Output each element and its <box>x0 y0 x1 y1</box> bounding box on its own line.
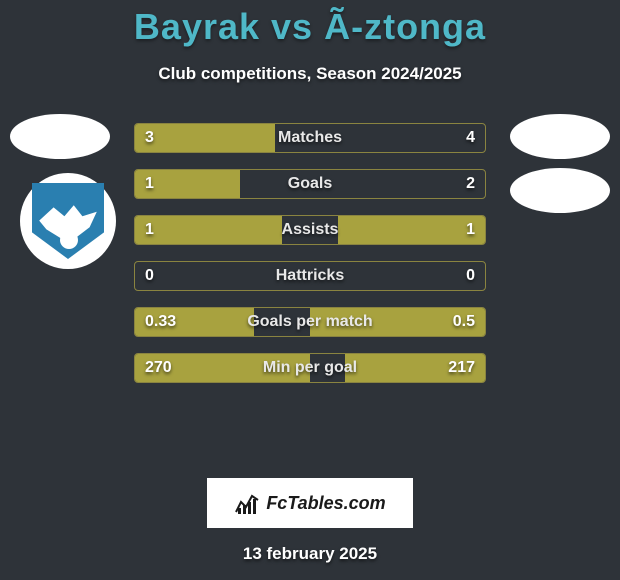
player-left-club-badge <box>20 173 116 269</box>
title-player-left: Bayrak <box>134 6 260 47</box>
player-right-avatar <box>510 114 610 159</box>
stat-row: 1Assists1 <box>134 215 486 245</box>
branding-text: FcTables.com <box>266 493 385 514</box>
stat-label: Min per goal <box>135 354 485 383</box>
player-left-avatar <box>10 114 110 159</box>
branding-bar: FcTables.com <box>207 478 413 528</box>
stat-value-right: 0 <box>466 262 475 291</box>
stat-label: Goals <box>135 170 485 199</box>
stat-label: Matches <box>135 124 485 153</box>
stat-value-right: 1 <box>466 216 475 245</box>
stat-row: 0Hattricks0 <box>134 261 486 291</box>
title-player-right: Ã-ztonga <box>324 6 486 47</box>
stat-value-right: 217 <box>448 354 475 383</box>
player-right-club-badge <box>510 168 610 213</box>
date-label: 13 february 2025 <box>0 544 620 564</box>
stat-row: 270Min per goal217 <box>134 353 486 383</box>
stat-row: 3Matches4 <box>134 123 486 153</box>
chart-icon <box>234 490 260 516</box>
ball-icon <box>60 231 78 249</box>
stat-row: 1Goals2 <box>134 169 486 199</box>
stats-container: 3Matches41Goals21Assists10Hattricks00.33… <box>134 123 486 399</box>
stat-value-right: 0.5 <box>453 308 475 337</box>
page-title: Bayrak vs Ã-ztonga <box>0 0 620 48</box>
stat-label: Assists <box>135 216 485 245</box>
subtitle: Club competitions, Season 2024/2025 <box>0 64 620 84</box>
stat-value-right: 2 <box>466 170 475 199</box>
stat-label: Goals per match <box>135 308 485 337</box>
stat-value-right: 4 <box>466 124 475 153</box>
stat-row: 0.33Goals per match0.5 <box>134 307 486 337</box>
shield-icon <box>32 183 104 259</box>
stat-label: Hattricks <box>135 262 485 291</box>
title-vs: vs <box>271 6 313 47</box>
